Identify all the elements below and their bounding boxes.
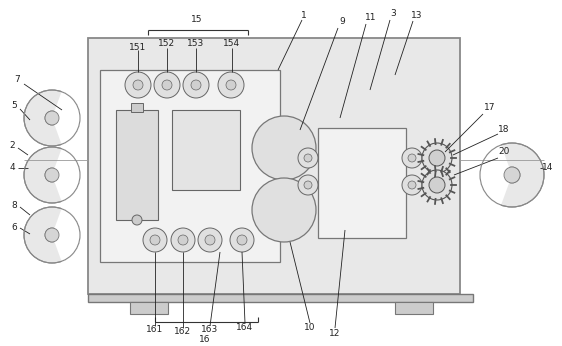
Text: 154: 154 <box>224 38 241 47</box>
Wedge shape <box>52 148 81 202</box>
Circle shape <box>205 235 215 245</box>
Text: 11: 11 <box>365 13 377 22</box>
Circle shape <box>133 80 143 90</box>
Text: 2: 2 <box>9 140 15 149</box>
Text: 151: 151 <box>129 43 147 52</box>
Circle shape <box>178 235 188 245</box>
Bar <box>100 70 280 262</box>
Circle shape <box>143 228 167 252</box>
Circle shape <box>183 72 209 98</box>
Circle shape <box>198 228 222 252</box>
Text: 13: 13 <box>411 10 423 19</box>
Circle shape <box>24 90 80 146</box>
Circle shape <box>132 215 142 225</box>
Text: 15: 15 <box>191 16 203 25</box>
Circle shape <box>429 177 445 193</box>
Bar <box>172 110 240 190</box>
Text: 12: 12 <box>329 328 341 337</box>
Circle shape <box>237 235 247 245</box>
Bar <box>116 110 158 220</box>
Circle shape <box>230 228 254 252</box>
Circle shape <box>191 80 201 90</box>
Circle shape <box>24 207 80 263</box>
Wedge shape <box>52 91 81 145</box>
Circle shape <box>429 150 445 166</box>
Circle shape <box>45 111 59 125</box>
Circle shape <box>298 175 318 195</box>
Text: 18: 18 <box>498 126 510 135</box>
Circle shape <box>45 168 59 182</box>
Text: 17: 17 <box>484 103 496 112</box>
Text: 5: 5 <box>11 101 17 110</box>
Circle shape <box>304 154 312 162</box>
Circle shape <box>298 148 318 168</box>
Text: 20: 20 <box>498 147 510 156</box>
Circle shape <box>162 80 172 90</box>
Circle shape <box>252 178 316 242</box>
Circle shape <box>171 228 195 252</box>
Circle shape <box>45 228 59 242</box>
Circle shape <box>480 143 544 207</box>
Text: 9: 9 <box>339 18 345 27</box>
Circle shape <box>304 181 312 189</box>
Circle shape <box>226 80 236 90</box>
Circle shape <box>45 168 59 182</box>
Text: 14: 14 <box>542 164 554 173</box>
Bar <box>88 38 460 294</box>
Text: 1: 1 <box>301 10 307 19</box>
Bar <box>318 128 406 238</box>
Circle shape <box>504 167 520 183</box>
Bar <box>395 302 433 314</box>
Text: 164: 164 <box>237 322 253 331</box>
Text: 8: 8 <box>11 200 17 209</box>
Circle shape <box>125 72 151 98</box>
Circle shape <box>45 228 59 242</box>
Text: 161: 161 <box>146 326 164 335</box>
Bar <box>130 302 168 314</box>
Circle shape <box>402 148 422 168</box>
Text: 153: 153 <box>187 38 205 47</box>
Circle shape <box>252 116 316 180</box>
Circle shape <box>218 72 244 98</box>
Text: 7: 7 <box>14 75 20 84</box>
Bar <box>131 103 143 112</box>
Wedge shape <box>52 208 81 262</box>
Wedge shape <box>479 144 512 206</box>
Text: 4: 4 <box>9 164 15 173</box>
Circle shape <box>402 175 422 195</box>
Circle shape <box>150 235 160 245</box>
Text: 3: 3 <box>390 9 396 18</box>
Text: 162: 162 <box>174 328 192 337</box>
Text: 6: 6 <box>11 224 17 233</box>
Circle shape <box>408 154 416 162</box>
Bar <box>88 294 473 302</box>
Circle shape <box>408 181 416 189</box>
Circle shape <box>45 111 59 125</box>
Circle shape <box>504 167 520 183</box>
Text: 152: 152 <box>158 38 175 47</box>
Circle shape <box>422 143 452 173</box>
Text: 163: 163 <box>201 326 219 335</box>
Circle shape <box>154 72 180 98</box>
Circle shape <box>422 170 452 200</box>
Circle shape <box>24 147 80 203</box>
Text: 10: 10 <box>304 324 316 333</box>
Text: 16: 16 <box>200 336 211 345</box>
